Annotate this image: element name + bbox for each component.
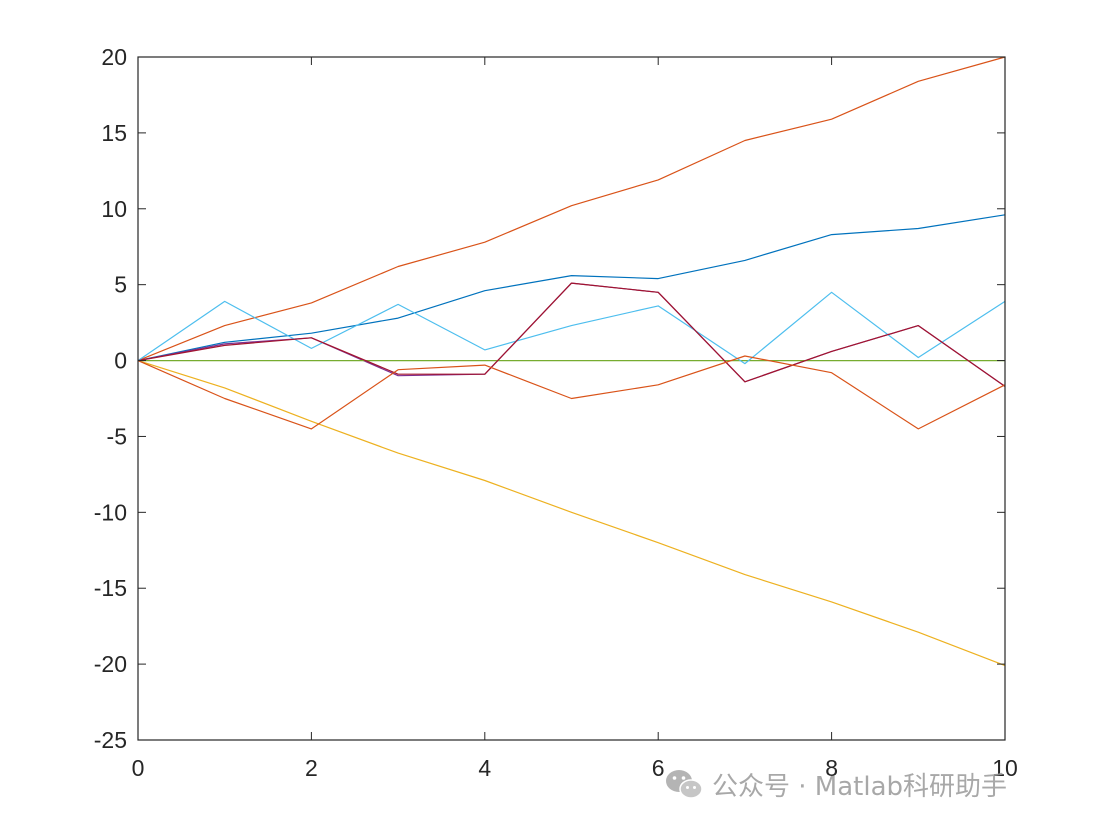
y-tick-label: -10 xyxy=(94,499,127,525)
x-tick-label: 8 xyxy=(825,755,838,781)
x-tick-label: 10 xyxy=(992,755,1018,781)
y-tick-label: 0 xyxy=(114,348,127,374)
y-tick-label: 5 xyxy=(114,272,127,298)
x-tick-label: 4 xyxy=(478,755,491,781)
watermark-text: 公众号 · Matlab科研助手 xyxy=(712,771,1008,802)
y-tick-label: 15 xyxy=(101,120,127,146)
y-tick-label: 10 xyxy=(101,196,127,222)
watermark: 公众号 · Matlab科研助手 xyxy=(664,764,1007,804)
series-line-1 xyxy=(137,214,1006,362)
y-tick-label: -15 xyxy=(94,575,127,601)
series-line-2 xyxy=(137,56,1006,362)
series-line-8 xyxy=(137,355,1006,430)
y-tick-label: -25 xyxy=(94,727,127,753)
series-line-7 xyxy=(137,282,1006,387)
y-tick-label: 20 xyxy=(101,44,127,70)
series-line-6 xyxy=(137,291,1006,365)
axes-box xyxy=(137,56,1006,741)
wechat-icon xyxy=(666,770,703,799)
y-tick-label: -20 xyxy=(94,651,127,677)
series-line-3 xyxy=(137,360,1006,667)
x-tick-label: 6 xyxy=(652,755,665,781)
x-tick-label: 2 xyxy=(305,755,318,781)
y-tick-label: -5 xyxy=(107,423,127,449)
series-layer xyxy=(137,56,1006,667)
series-line-4 xyxy=(137,282,1006,387)
tick-layer: 0 2 4 6 8 10 20 15 10 5 0 -5 -10 -15 -20 -25 xyxy=(94,44,1018,781)
x-tick-label: 0 xyxy=(132,755,145,781)
